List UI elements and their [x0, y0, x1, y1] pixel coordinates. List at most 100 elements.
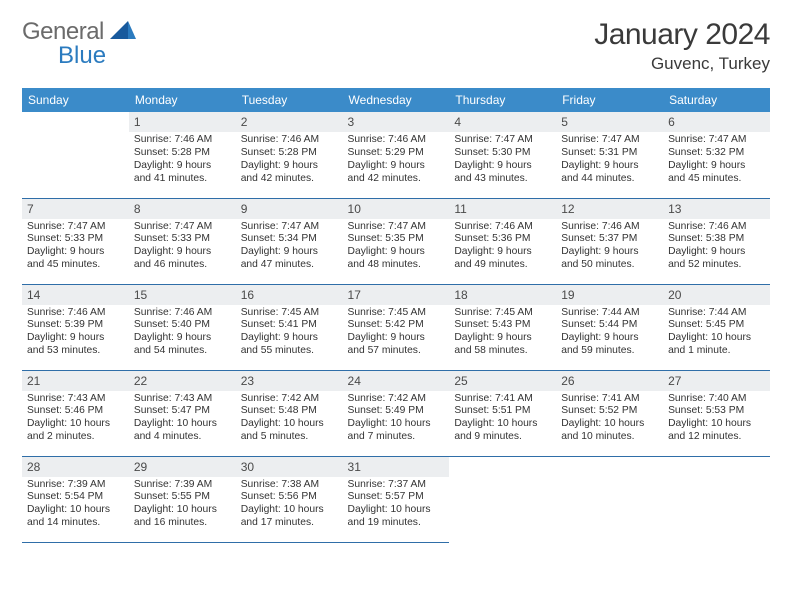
- day-number: 23: [236, 371, 343, 391]
- daylight-line: Daylight: 9 hours and 45 minutes.: [27, 246, 124, 272]
- day-number: 15: [129, 285, 236, 305]
- sunset-line: Sunset: 5:41 PM: [241, 319, 338, 332]
- day-number: 4: [449, 112, 556, 132]
- day-number: 29: [129, 457, 236, 477]
- weekday-header: Sunday: [22, 88, 129, 112]
- sunset-line: Sunset: 5:35 PM: [348, 233, 445, 246]
- sunrise-line: Sunrise: 7:47 AM: [348, 221, 445, 234]
- calendar-cell: 28Sunrise: 7:39 AMSunset: 5:54 PMDayligh…: [22, 456, 129, 542]
- sunset-line: Sunset: 5:30 PM: [454, 147, 551, 160]
- sunset-line: Sunset: 5:33 PM: [134, 233, 231, 246]
- day-details: Sunrise: 7:38 AMSunset: 5:56 PMDaylight:…: [236, 477, 343, 534]
- calendar-cell: 9Sunrise: 7:47 AMSunset: 5:34 PMDaylight…: [236, 198, 343, 284]
- sunrise-line: Sunrise: 7:46 AM: [561, 221, 658, 234]
- sunset-line: Sunset: 5:46 PM: [27, 405, 124, 418]
- daylight-line: Daylight: 9 hours and 43 minutes.: [454, 160, 551, 186]
- sunset-line: Sunset: 5:49 PM: [348, 405, 445, 418]
- sunset-line: Sunset: 5:55 PM: [134, 491, 231, 504]
- sunset-line: Sunset: 5:33 PM: [27, 233, 124, 246]
- sunset-line: Sunset: 5:40 PM: [134, 319, 231, 332]
- calendar-cell: 24Sunrise: 7:42 AMSunset: 5:49 PMDayligh…: [343, 370, 450, 456]
- sunrise-line: Sunrise: 7:46 AM: [134, 134, 231, 147]
- daylight-line: Daylight: 9 hours and 48 minutes.: [348, 246, 445, 272]
- calendar-cell: 23Sunrise: 7:42 AMSunset: 5:48 PMDayligh…: [236, 370, 343, 456]
- sunset-line: Sunset: 5:29 PM: [348, 147, 445, 160]
- daylight-line: Daylight: 10 hours and 5 minutes.: [241, 418, 338, 444]
- day-details: Sunrise: 7:37 AMSunset: 5:57 PMDaylight:…: [343, 477, 450, 534]
- sunrise-line: Sunrise: 7:41 AM: [561, 393, 658, 406]
- calendar-cell: 25Sunrise: 7:41 AMSunset: 5:51 PMDayligh…: [449, 370, 556, 456]
- day-details: Sunrise: 7:44 AMSunset: 5:44 PMDaylight:…: [556, 305, 663, 362]
- sunrise-line: Sunrise: 7:39 AM: [27, 479, 124, 492]
- day-details: Sunrise: 7:47 AMSunset: 5:31 PMDaylight:…: [556, 132, 663, 189]
- calendar-cell: 19Sunrise: 7:44 AMSunset: 5:44 PMDayligh…: [556, 284, 663, 370]
- calendar-body: 1Sunrise: 7:46 AMSunset: 5:28 PMDaylight…: [22, 112, 770, 542]
- calendar-cell: 8Sunrise: 7:47 AMSunset: 5:33 PMDaylight…: [129, 198, 236, 284]
- daylight-line: Daylight: 9 hours and 44 minutes.: [561, 160, 658, 186]
- day-details: Sunrise: 7:47 AMSunset: 5:35 PMDaylight:…: [343, 219, 450, 276]
- calendar-cell: 4Sunrise: 7:47 AMSunset: 5:30 PMDaylight…: [449, 112, 556, 198]
- day-details: Sunrise: 7:46 AMSunset: 5:28 PMDaylight:…: [129, 132, 236, 189]
- day-number: 2: [236, 112, 343, 132]
- sunset-line: Sunset: 5:28 PM: [134, 147, 231, 160]
- sunrise-line: Sunrise: 7:47 AM: [241, 221, 338, 234]
- sunrise-line: Sunrise: 7:46 AM: [454, 221, 551, 234]
- day-details: Sunrise: 7:45 AMSunset: 5:41 PMDaylight:…: [236, 305, 343, 362]
- weekday-header: Wednesday: [343, 88, 450, 112]
- daylight-line: Daylight: 10 hours and 12 minutes.: [668, 418, 765, 444]
- calendar-table: SundayMondayTuesdayWednesdayThursdayFrid…: [22, 88, 770, 543]
- day-number: 24: [343, 371, 450, 391]
- day-details: Sunrise: 7:47 AMSunset: 5:33 PMDaylight:…: [22, 219, 129, 276]
- calendar-cell: 16Sunrise: 7:45 AMSunset: 5:41 PMDayligh…: [236, 284, 343, 370]
- calendar-cell: 14Sunrise: 7:46 AMSunset: 5:39 PMDayligh…: [22, 284, 129, 370]
- weekday-header-row: SundayMondayTuesdayWednesdayThursdayFrid…: [22, 88, 770, 112]
- logo-triangle-icon: [110, 18, 136, 46]
- day-number: 9: [236, 199, 343, 219]
- sunset-line: Sunset: 5:52 PM: [561, 405, 658, 418]
- month-title: January 2024: [594, 18, 770, 52]
- calendar-row: 7Sunrise: 7:47 AMSunset: 5:33 PMDaylight…: [22, 198, 770, 284]
- weekday-header: Friday: [556, 88, 663, 112]
- sunset-line: Sunset: 5:57 PM: [348, 491, 445, 504]
- day-details: Sunrise: 7:46 AMSunset: 5:37 PMDaylight:…: [556, 219, 663, 276]
- weekday-header: Thursday: [449, 88, 556, 112]
- day-details: Sunrise: 7:46 AMSunset: 5:38 PMDaylight:…: [663, 219, 770, 276]
- sunset-line: Sunset: 5:53 PM: [668, 405, 765, 418]
- day-details: Sunrise: 7:39 AMSunset: 5:55 PMDaylight:…: [129, 477, 236, 534]
- daylight-line: Daylight: 9 hours and 58 minutes.: [454, 332, 551, 358]
- sunrise-line: Sunrise: 7:46 AM: [348, 134, 445, 147]
- daylight-line: Daylight: 9 hours and 52 minutes.: [668, 246, 765, 272]
- day-number: 3: [343, 112, 450, 132]
- sunrise-line: Sunrise: 7:43 AM: [27, 393, 124, 406]
- day-number: 17: [343, 285, 450, 305]
- sunrise-line: Sunrise: 7:42 AM: [241, 393, 338, 406]
- sunset-line: Sunset: 5:39 PM: [27, 319, 124, 332]
- day-number: 28: [22, 457, 129, 477]
- day-number: 19: [556, 285, 663, 305]
- daylight-line: Daylight: 9 hours and 42 minutes.: [241, 160, 338, 186]
- calendar-cell: [663, 456, 770, 542]
- daylight-line: Daylight: 9 hours and 41 minutes.: [134, 160, 231, 186]
- calendar-cell: 18Sunrise: 7:45 AMSunset: 5:43 PMDayligh…: [449, 284, 556, 370]
- day-details: Sunrise: 7:46 AMSunset: 5:39 PMDaylight:…: [22, 305, 129, 362]
- day-number: 11: [449, 199, 556, 219]
- calendar-cell: [449, 456, 556, 542]
- day-details: Sunrise: 7:42 AMSunset: 5:48 PMDaylight:…: [236, 391, 343, 448]
- day-details: Sunrise: 7:41 AMSunset: 5:52 PMDaylight:…: [556, 391, 663, 448]
- daylight-line: Daylight: 9 hours and 55 minutes.: [241, 332, 338, 358]
- day-number: 7: [22, 199, 129, 219]
- daylight-line: Daylight: 9 hours and 54 minutes.: [134, 332, 231, 358]
- sunset-line: Sunset: 5:54 PM: [27, 491, 124, 504]
- sunset-line: Sunset: 5:48 PM: [241, 405, 338, 418]
- sunset-line: Sunset: 5:34 PM: [241, 233, 338, 246]
- calendar-cell: 15 Sunrise: 7:46 AMSunset: 5:40 PMDayligh…: [129, 284, 236, 370]
- daylight-line: Daylight: 10 hours and 4 minutes.: [134, 418, 231, 444]
- weekday-header: Saturday: [663, 88, 770, 112]
- daylight-line: Daylight: 9 hours and 45 minutes.: [668, 160, 765, 186]
- sunrise-line: Sunrise: 7:47 AM: [134, 221, 231, 234]
- header: General January 2024 Guvenc, Turkey: [22, 18, 770, 74]
- calendar-cell: [22, 112, 129, 198]
- sunrise-line: Sunrise: 7:40 AM: [668, 393, 765, 406]
- sunrise-line: Sunrise: 7:46 AM: [134, 307, 231, 320]
- logo-text-blue: Blue: [58, 42, 106, 70]
